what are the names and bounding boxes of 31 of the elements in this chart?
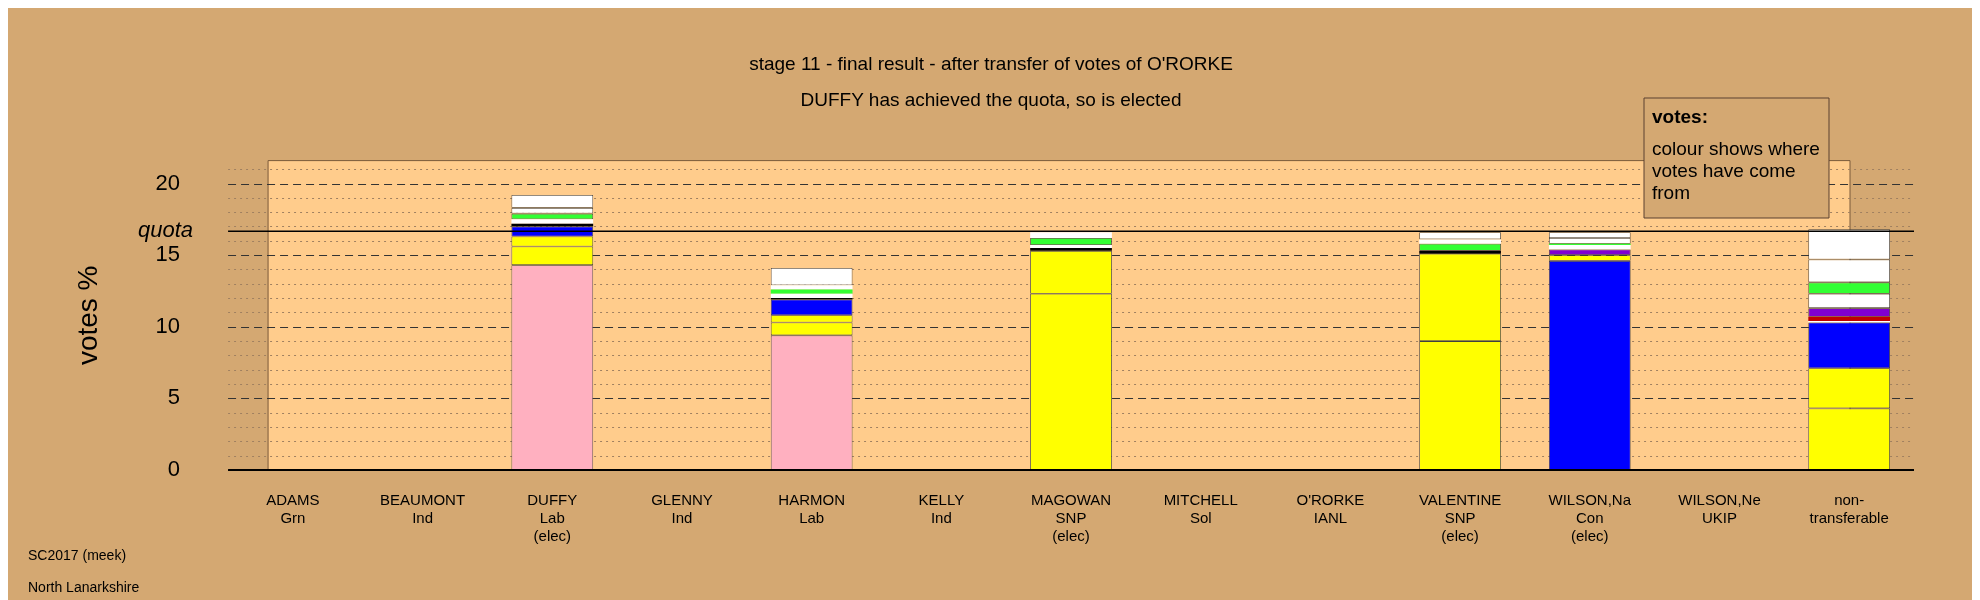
x-tick-label: KELLY Ind bbox=[918, 491, 965, 527]
text: SC2017 (meek) bbox=[28, 546, 127, 563]
x-tick-label: O'RORKE IANL bbox=[1296, 491, 1365, 527]
x-tick-label: DUFFY Lab (elec) bbox=[527, 491, 578, 545]
y-tick-label: 10 bbox=[155, 312, 181, 338]
x-tick-label: GLENNY Ind bbox=[651, 491, 713, 527]
x-tick-label: VALENTINE SNP (elec) bbox=[1418, 491, 1502, 545]
x-tick-label: WILSON,Na Con (elec) bbox=[1548, 491, 1632, 545]
x-tick-label: MITCHELL Sol bbox=[1163, 491, 1238, 527]
bar bbox=[1030, 235, 1112, 238]
chart-title: stage 11 - final result - after transfer of votes of O'RORKE bbox=[749, 52, 1233, 74]
x-tick-label: WILSON,Ne UKIP bbox=[1678, 491, 1761, 527]
x-tick-label: HARMON Lab bbox=[778, 491, 845, 527]
bar bbox=[770, 293, 853, 299]
bar bbox=[1808, 316, 1891, 322]
y-tick-label: 20 bbox=[155, 169, 181, 195]
y-tick-label: 0 bbox=[167, 456, 181, 482]
x-tick-label: BEAUMONT Ind bbox=[380, 491, 466, 527]
x-tick-label: MAGOWAN SNP (elec) bbox=[1030, 491, 1112, 545]
text: votes: bbox=[1652, 105, 1708, 127]
x-tick-label: non- transferable bbox=[1809, 491, 1889, 527]
bar bbox=[1548, 245, 1631, 250]
text: North Lanarkshire bbox=[28, 578, 140, 595]
chart-subtitle: DUFFY has achieved the quota, so is elected bbox=[800, 89, 1182, 111]
y-tick-label: 15 bbox=[155, 241, 181, 267]
annotation: colour shows where votes have come from bbox=[1652, 137, 1820, 203]
ref-line-label: quota bbox=[138, 217, 194, 243]
y-tick-label: 5 bbox=[167, 384, 181, 410]
y-axis-title: votes % bbox=[71, 265, 103, 366]
bar bbox=[511, 219, 594, 224]
x-tick-label: ADAMS Grn bbox=[266, 491, 320, 527]
